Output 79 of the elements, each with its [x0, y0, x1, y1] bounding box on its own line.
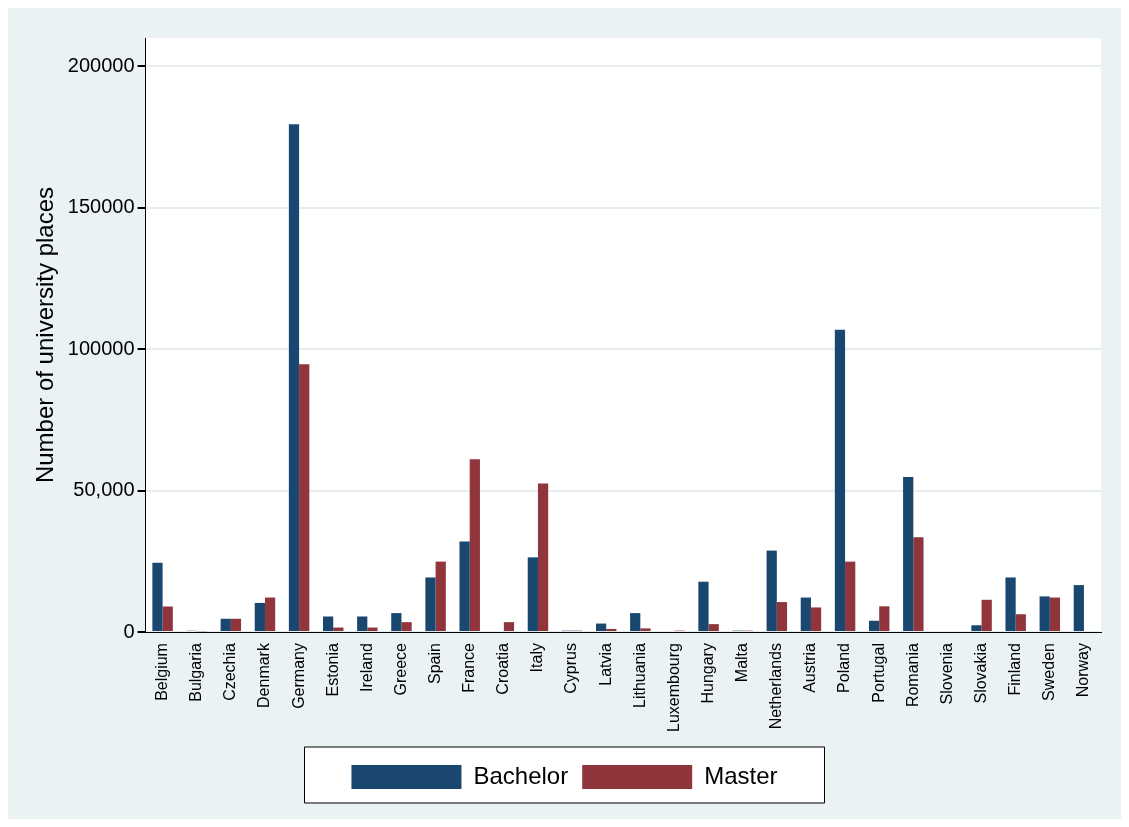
y-tick-label: 200000: [67, 53, 135, 76]
x-tick-label: France: [460, 642, 478, 693]
bar: [776, 602, 788, 632]
bar: [879, 606, 890, 632]
bar: [288, 124, 300, 632]
y-tick-label: 100000: [67, 336, 135, 359]
x-tick-label: Luxembourg: [664, 643, 682, 733]
x-tick-label: Croatia: [494, 642, 512, 695]
bar: [537, 483, 549, 632]
bar: [981, 599, 992, 632]
bar: [903, 477, 914, 632]
x-tick-label: Belgium: [153, 643, 171, 701]
x-tick-label: Malta: [733, 642, 751, 683]
legend-label: Bachelor: [473, 761, 569, 789]
x-tick-label: Germany: [289, 643, 307, 709]
x-tick-label: Norway: [1074, 643, 1092, 698]
x-tick-label: Hungary: [698, 643, 716, 704]
bar: [357, 616, 368, 632]
bar: [630, 613, 641, 632]
legend-label: Master: [704, 761, 778, 789]
y-tick-label: 0: [123, 619, 135, 642]
x-tick-label: Ireland: [357, 643, 375, 692]
bar: [1049, 597, 1061, 632]
bar: [913, 537, 924, 632]
bar: [322, 616, 334, 632]
bar: [606, 628, 617, 632]
x-tick-label: Portugal: [869, 643, 887, 703]
bar: [367, 627, 378, 632]
bar: [230, 618, 242, 632]
y-tick-label: 150000: [67, 195, 135, 218]
bar: [708, 624, 719, 632]
bar: [435, 561, 446, 632]
bar: [401, 622, 412, 632]
bar: [391, 613, 402, 632]
x-tick-label: Bulgaria: [187, 642, 205, 702]
bar: [800, 597, 811, 632]
bar: [527, 557, 538, 632]
bar: [698, 581, 709, 632]
x-tick-label: Poland: [835, 643, 853, 693]
x-tick-label: Estonia: [323, 642, 341, 697]
bar: [1005, 577, 1016, 632]
x-tick-label: Romania: [903, 642, 921, 708]
bar: [459, 541, 470, 632]
bar: [595, 623, 607, 632]
x-tick-label: Spain: [426, 643, 443, 684]
y-tick-label: 50,000: [73, 478, 135, 501]
x-tick-label: Denmark: [255, 642, 273, 708]
bar: [220, 618, 231, 632]
x-tick-label: Latvia: [596, 642, 614, 686]
bar: [264, 597, 276, 632]
bar: [834, 329, 846, 632]
x-tick-label: Czechia: [221, 642, 239, 701]
bar: [469, 459, 480, 632]
y-axis-title: Number of university places: [31, 186, 59, 484]
x-tick-label: Greece: [391, 642, 409, 696]
bar: [971, 625, 982, 632]
bar: [503, 622, 515, 632]
x-tick-label: Netherlands: [767, 643, 785, 730]
bar: [162, 606, 173, 632]
bar: [640, 628, 651, 632]
x-tick-label: Slovakia: [971, 642, 989, 704]
x-tick-label: Cyprus: [562, 643, 580, 694]
bar: [254, 602, 265, 632]
x-tick-label: Lithuania: [630, 642, 648, 709]
bar: [810, 607, 822, 632]
bar: [868, 620, 880, 632]
bar: [845, 561, 856, 632]
bar: [766, 550, 777, 632]
bar: [1015, 614, 1026, 632]
bar: [1039, 596, 1050, 632]
x-tick-label: Sweden: [1040, 643, 1058, 701]
x-tick-label: Italy: [528, 643, 546, 673]
bar: [152, 562, 163, 632]
bar: [299, 364, 310, 632]
x-tick-label: Slovenia: [937, 642, 955, 705]
bar: [425, 577, 436, 632]
x-tick-label: Austria: [801, 642, 819, 693]
x-tick-label: Finland: [1006, 643, 1024, 696]
bar: [1073, 585, 1084, 632]
